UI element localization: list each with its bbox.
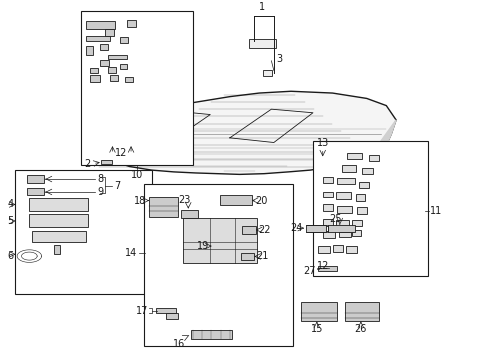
Bar xyxy=(85,36,110,41)
Text: 27: 27 xyxy=(302,266,315,276)
Text: 9: 9 xyxy=(98,187,104,197)
Bar xyxy=(322,219,332,226)
Text: 12: 12 xyxy=(115,148,127,158)
Bar xyxy=(317,266,337,271)
Text: 15: 15 xyxy=(310,324,323,334)
Bar xyxy=(181,210,198,219)
Bar xyxy=(327,225,354,233)
Text: 24: 24 xyxy=(289,223,302,233)
Bar xyxy=(166,313,178,319)
Bar xyxy=(32,231,85,242)
Bar xyxy=(333,245,343,252)
Text: 14: 14 xyxy=(124,248,137,257)
Bar xyxy=(90,75,100,82)
Bar xyxy=(305,225,325,232)
Text: 21: 21 xyxy=(256,251,268,261)
Bar xyxy=(322,231,334,238)
Bar xyxy=(149,197,178,217)
Bar xyxy=(100,60,109,66)
Bar xyxy=(338,232,350,238)
Bar xyxy=(312,141,427,276)
Bar xyxy=(262,71,272,76)
Text: 7: 7 xyxy=(114,180,120,190)
Text: 3: 3 xyxy=(276,54,282,64)
Bar xyxy=(337,178,354,184)
Bar xyxy=(120,37,127,43)
Bar xyxy=(249,39,276,48)
Bar xyxy=(355,194,364,201)
Text: 25: 25 xyxy=(329,214,342,224)
Bar xyxy=(124,77,132,82)
Text: 8: 8 xyxy=(98,174,104,184)
Bar xyxy=(356,207,366,214)
Text: 22: 22 xyxy=(258,225,270,235)
Bar xyxy=(336,192,350,199)
Bar xyxy=(220,195,251,205)
Bar xyxy=(110,76,118,81)
Bar xyxy=(101,160,112,164)
Bar xyxy=(300,302,337,321)
Bar xyxy=(242,226,255,234)
Bar xyxy=(107,55,127,59)
Bar xyxy=(322,204,333,211)
Bar xyxy=(342,166,355,172)
Bar xyxy=(337,206,351,213)
Bar xyxy=(120,64,127,69)
Bar xyxy=(27,188,44,195)
Bar xyxy=(322,192,333,197)
Bar xyxy=(361,168,372,174)
Polygon shape xyxy=(85,91,395,174)
Text: 16: 16 xyxy=(172,339,184,349)
Bar xyxy=(344,302,378,321)
Text: 20: 20 xyxy=(255,195,267,206)
Bar xyxy=(322,177,332,183)
Bar xyxy=(27,175,44,183)
Text: 4: 4 xyxy=(7,199,14,210)
Bar xyxy=(29,214,88,228)
Bar xyxy=(29,198,88,211)
Bar xyxy=(127,20,136,27)
Bar xyxy=(183,219,256,263)
Bar xyxy=(190,329,232,338)
Text: 11: 11 xyxy=(429,206,442,216)
Bar xyxy=(240,252,254,260)
Text: 6: 6 xyxy=(7,251,14,261)
Bar xyxy=(368,155,378,161)
Bar xyxy=(359,181,368,188)
Text: 5: 5 xyxy=(7,216,14,226)
Bar xyxy=(351,220,361,226)
Text: 12: 12 xyxy=(316,261,328,271)
Bar xyxy=(81,11,193,165)
Text: 19: 19 xyxy=(197,241,209,251)
Bar xyxy=(346,153,361,159)
Text: 17: 17 xyxy=(136,306,148,316)
Polygon shape xyxy=(371,120,395,154)
Bar xyxy=(105,29,114,36)
Bar xyxy=(336,220,348,226)
Text: 13: 13 xyxy=(316,138,328,148)
Text: 23: 23 xyxy=(178,195,191,205)
Polygon shape xyxy=(85,116,144,145)
Bar xyxy=(85,21,115,28)
Text: 2: 2 xyxy=(84,159,90,168)
Text: 1: 1 xyxy=(258,3,264,13)
Text: 10: 10 xyxy=(130,170,143,180)
Bar xyxy=(54,245,60,254)
Bar xyxy=(90,68,98,73)
Bar xyxy=(156,308,176,314)
Bar xyxy=(144,184,293,346)
Bar xyxy=(317,246,329,252)
Bar xyxy=(346,246,356,252)
Bar xyxy=(100,44,108,50)
Bar xyxy=(85,46,93,55)
Text: 26: 26 xyxy=(354,324,366,334)
Bar xyxy=(351,230,360,237)
Text: 18: 18 xyxy=(134,195,146,206)
Bar xyxy=(15,170,151,294)
Bar xyxy=(107,67,116,73)
